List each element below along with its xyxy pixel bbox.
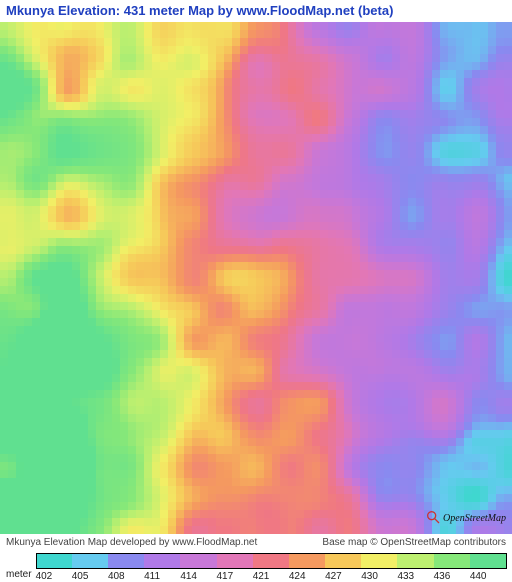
legend-block: 427 <box>325 553 361 582</box>
legend-block: 405 <box>72 553 108 582</box>
color-legend: meter 402 405 408 411 414 417 421 424 427 430 433 4… <box>0 550 512 582</box>
legend-swatch <box>36 553 73 569</box>
legend-tick: 408 <box>108 571 125 582</box>
elevation-map: OpenStreetMap <box>0 22 512 534</box>
credit-left: Mkunya Elevation Map developed by www.Fl… <box>6 536 257 550</box>
legend-tick: 417 <box>217 571 234 582</box>
legend-swatch <box>397 553 433 569</box>
legend-block: 414 <box>180 553 216 582</box>
legend-tick: 414 <box>180 571 197 582</box>
legend-swatch <box>144 553 180 569</box>
legend-swatch <box>470 553 507 569</box>
legend-tick: 411 <box>144 571 160 582</box>
legend-swatch <box>434 553 470 569</box>
legend-swatch <box>180 553 216 569</box>
openstreetmap-logo: OpenStreetMap <box>425 509 506 528</box>
legend-block: 440 <box>470 553 506 582</box>
legend-tick: 405 <box>72 571 89 582</box>
legend-tick: 433 <box>397 571 414 582</box>
legend-unit-label: meter <box>6 569 32 582</box>
credits-row: Mkunya Elevation Map developed by www.Fl… <box>0 534 512 550</box>
legend-tick: 421 <box>253 571 270 582</box>
legend-swatch <box>289 553 325 569</box>
openstreetmap-label: OpenStreetMap <box>443 513 506 524</box>
legend-block: 411 <box>144 553 180 582</box>
legend-tick: 430 <box>361 571 378 582</box>
legend-swatch <box>108 553 144 569</box>
legend-block: 430 <box>361 553 397 582</box>
legend-swatch <box>361 553 397 569</box>
legend-block: 424 <box>289 553 325 582</box>
magnifier-icon <box>425 509 441 528</box>
legend-tick: 402 <box>36 571 53 582</box>
legend-tick: 424 <box>289 571 306 582</box>
legend-block: 402 <box>36 553 72 582</box>
legend-block: 433 <box>397 553 433 582</box>
page-title: Mkunya Elevation: 431 meter Map by www.F… <box>0 0 512 22</box>
legend-swatch <box>325 553 361 569</box>
legend-block: 421 <box>253 553 289 582</box>
credit-right: Base map © OpenStreetMap contributors <box>322 536 506 550</box>
legend-block: 408 <box>108 553 144 582</box>
legend-tick: 436 <box>434 571 451 582</box>
legend-swatch <box>217 553 253 569</box>
legend-tick: 440 <box>470 571 487 582</box>
legend-swatch <box>253 553 289 569</box>
legend-swatch <box>72 553 108 569</box>
legend-tick: 427 <box>325 571 342 582</box>
legend-block: 436 <box>434 553 470 582</box>
elevation-heatmap-canvas <box>0 22 512 534</box>
legend-block: 417 <box>217 553 253 582</box>
